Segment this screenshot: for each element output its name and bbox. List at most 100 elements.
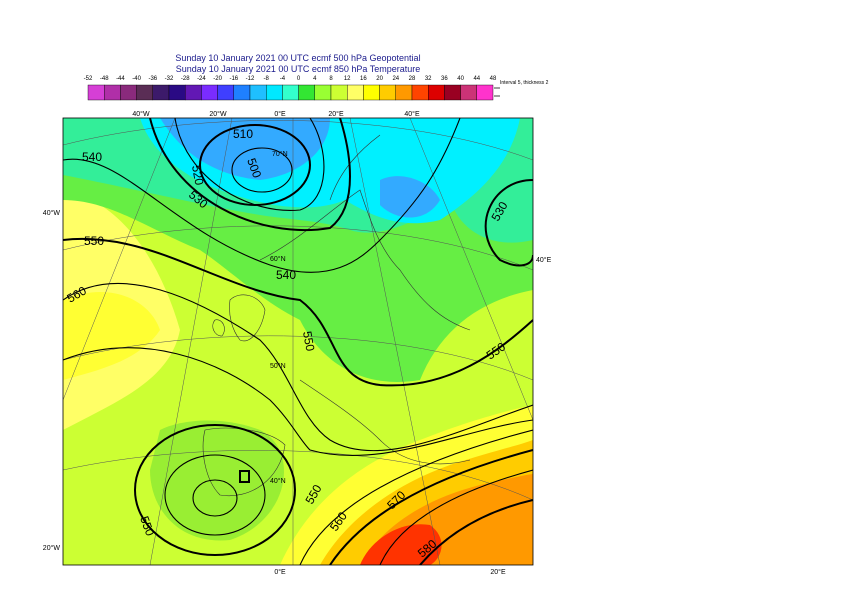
coastlines xyxy=(202,134,471,497)
longitude-label: 20°E xyxy=(328,110,344,118)
color-bin xyxy=(330,84,348,101)
contour xyxy=(63,347,533,457)
colorbar-tick-label: 48 xyxy=(490,76,497,82)
longitude-label: 20°W xyxy=(43,544,61,552)
latitude-label: 40°N xyxy=(270,477,286,485)
colorbar-tick-label: 4 xyxy=(313,76,317,82)
contour-label: 550 xyxy=(84,234,104,248)
parallels xyxy=(63,120,533,501)
temp-area xyxy=(360,524,442,565)
color-bin xyxy=(184,84,202,101)
color-bin xyxy=(363,84,380,101)
color-bin xyxy=(168,84,186,101)
map-frame xyxy=(62,117,534,566)
contour xyxy=(484,179,533,267)
color-bin xyxy=(411,84,429,101)
longitude-label: 40°W xyxy=(132,110,150,118)
colorbar-tick-label: 0 xyxy=(297,76,301,82)
longitude-label: 40°E xyxy=(404,110,420,118)
contour-label: 520 xyxy=(189,164,206,186)
longitude-label: 0°E xyxy=(274,110,286,118)
color-bin xyxy=(395,84,413,101)
meridians xyxy=(63,118,533,565)
colorbar: -52 -48 -44 -40 -36 -32 -28 -24 -20 -16 -12 -8 -4 0 4 8… xyxy=(84,76,497,101)
colorbar-tick-label: -36 xyxy=(148,76,157,82)
colorbar-tick-label: -52 xyxy=(84,76,93,82)
contour xyxy=(299,429,533,565)
colorbar-tick-label: 40 xyxy=(457,76,464,82)
latitude-label: 50°N xyxy=(270,362,286,370)
contour xyxy=(329,449,533,565)
contour xyxy=(63,118,461,273)
colorbar-tick-label: -40 xyxy=(132,76,141,82)
colorbar-tick-label: -8 xyxy=(264,76,270,82)
colorbar-tick-label: -48 xyxy=(100,76,109,82)
colorbar-tick-label: -24 xyxy=(197,76,206,82)
color-bin xyxy=(201,84,218,101)
longitude-label: 20°W xyxy=(209,110,227,118)
colorbar-tick-label: -28 xyxy=(181,76,190,82)
latitude-label: 70°N xyxy=(272,150,288,158)
colorbar-tick-label: 24 xyxy=(392,76,399,82)
contour xyxy=(164,454,266,536)
colorbar-tick-label: -4 xyxy=(280,76,286,82)
colorbar-tick-label: 36 xyxy=(441,76,448,82)
contour xyxy=(134,424,296,556)
longitude-label: 40°E xyxy=(536,256,552,264)
contour xyxy=(149,118,351,232)
colorbar-tick-label: 44 xyxy=(473,76,480,82)
color-bin xyxy=(103,84,121,101)
contour-label: 510 xyxy=(233,127,253,141)
contour xyxy=(419,499,533,565)
color-bin xyxy=(347,84,364,101)
colorbar-bracket xyxy=(494,87,500,97)
contour-label: 550 xyxy=(137,514,157,538)
contour xyxy=(63,237,533,387)
temp-area xyxy=(63,291,160,380)
color-bin xyxy=(217,84,235,101)
color-bin xyxy=(136,84,154,101)
color-bin xyxy=(152,84,170,101)
title-line-1: Sunday 10 January 2021 00 UTC ecmf 500 h… xyxy=(175,53,420,63)
map: 540 510 520 500 530 550 540 560 530 550 … xyxy=(63,118,533,565)
contour-label: 550 xyxy=(300,330,317,352)
contour-label: 540 xyxy=(276,268,296,282)
title-line-2: Sunday 10 January 2021 00 UTC ecmf 850 h… xyxy=(176,64,420,74)
color-bin xyxy=(476,84,494,101)
color-bin xyxy=(120,84,137,101)
colorbar-tick-label: -20 xyxy=(213,76,222,82)
colorbar-note: Interval 5, thickness 2 xyxy=(500,80,549,86)
color-bin xyxy=(444,84,461,101)
color-bin xyxy=(428,84,445,101)
contour-label: 500 xyxy=(244,156,264,180)
longitude-label: 20°E xyxy=(490,568,506,576)
colorbar-tick-label: -16 xyxy=(229,76,238,82)
colorbar-tick-label: 16 xyxy=(360,76,367,82)
colorbar-tick-label: -32 xyxy=(165,76,174,82)
color-bin xyxy=(379,84,397,101)
colorbar-tick-label: 32 xyxy=(425,76,432,82)
longitude-label: 0°E xyxy=(274,568,286,576)
colorbar-tick-label: 12 xyxy=(344,76,351,82)
longitude-label: 40°W xyxy=(43,209,61,217)
contour xyxy=(231,147,293,193)
contour xyxy=(63,282,533,452)
color-bin xyxy=(314,84,332,101)
contour xyxy=(174,118,325,212)
contour xyxy=(379,469,533,565)
contour-label: 540 xyxy=(82,150,102,164)
color-bin xyxy=(249,84,267,101)
color-bin xyxy=(298,84,316,101)
color-bin xyxy=(460,84,478,101)
colorbar-tick-label: 8 xyxy=(329,76,333,82)
contour xyxy=(192,479,238,517)
colorbar-tick-label: 28 xyxy=(409,76,416,82)
color-bin xyxy=(87,84,105,101)
color-bin xyxy=(266,84,283,101)
color-bin xyxy=(233,84,251,101)
colorbar-tick-label: -12 xyxy=(246,76,255,82)
marker xyxy=(239,470,250,483)
colorbar-tick-label: 20 xyxy=(376,76,383,82)
